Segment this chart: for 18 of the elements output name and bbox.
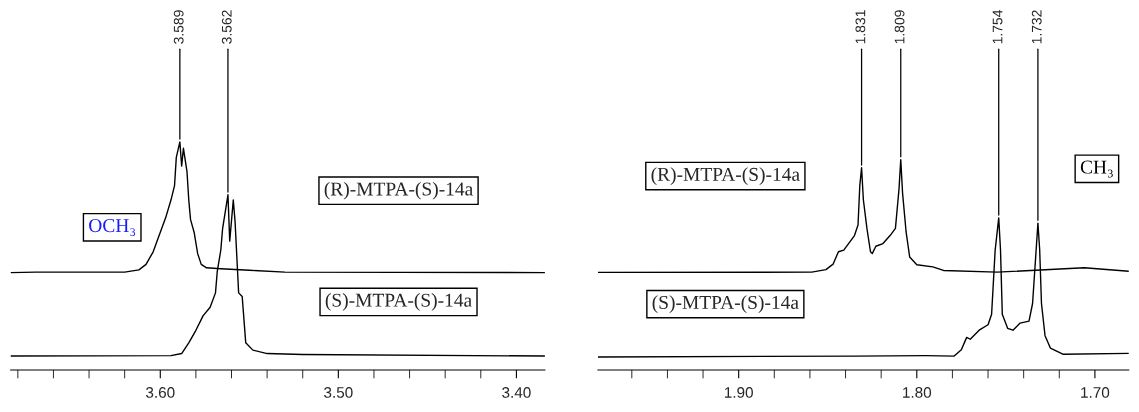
annotation: OCH₃ bbox=[89, 219, 136, 236]
x-tick-label: 1.80 bbox=[903, 387, 932, 398]
text: (S)-MTPA-(S)-14a bbox=[652, 295, 799, 313]
annotation: 1.809 bbox=[894, 10, 905, 44]
annotation: CH₃ bbox=[1080, 160, 1113, 178]
x-tick-label: 3.50 bbox=[324, 387, 353, 398]
x-tick-label: 1.90 bbox=[724, 387, 753, 398]
x-tick-label: 3.40 bbox=[502, 387, 531, 398]
text: (R)-MTPA-(S)-14a bbox=[651, 167, 800, 185]
annotation: 1.831 bbox=[855, 10, 866, 44]
text: (R)-MTPA-(S)-14a bbox=[324, 181, 473, 200]
x-tick-label: 3.60 bbox=[146, 387, 175, 398]
annotation: 1.732 bbox=[1031, 10, 1042, 44]
annotation: 3.589 bbox=[173, 10, 184, 44]
annotation: 3.562 bbox=[221, 10, 232, 44]
annotation: 1.754 bbox=[992, 10, 1003, 44]
text: (S)-MTPA-(S)-14a bbox=[325, 293, 472, 311]
x-tick-label: 1.70 bbox=[1081, 387, 1110, 398]
